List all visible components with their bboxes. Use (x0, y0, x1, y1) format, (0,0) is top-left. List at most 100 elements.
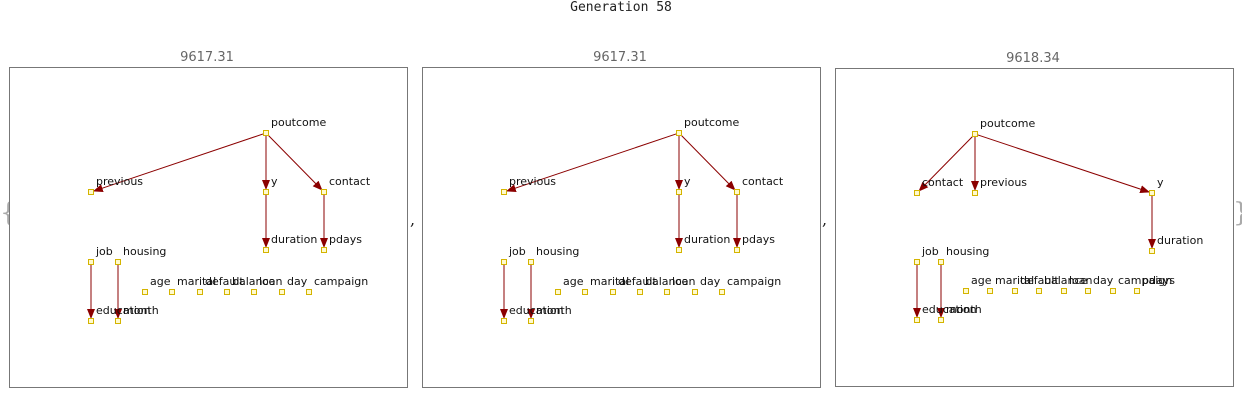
node-job (914, 259, 920, 265)
panel-3-score: 9618.34 (1006, 51, 1060, 66)
edge-poutcome-contact (918, 135, 974, 192)
node-label-previous: previous (980, 176, 1027, 189)
node-label-month: month (123, 304, 159, 317)
node-label-campaign: campaign (1118, 274, 1172, 287)
node-balance (224, 289, 230, 295)
node-label-loan: loan (259, 275, 283, 288)
node-day (1085, 288, 1091, 294)
panel-2-score: 9617.31 (593, 50, 647, 65)
node-contact (914, 190, 920, 196)
node-label-education: education (509, 304, 564, 317)
node-label-y: y (271, 175, 278, 188)
node-label-housing: housing (946, 245, 989, 258)
node-label-duration: duration (684, 233, 730, 246)
edge-poutcome-previous (505, 133, 677, 192)
node-pdays (1134, 288, 1140, 294)
node-balance (1036, 288, 1042, 294)
node-loan (1061, 288, 1067, 294)
node-duration (1149, 248, 1155, 254)
node-job (88, 259, 94, 265)
generation-title: Generation 58 (570, 0, 672, 15)
edge-poutcome-previous (92, 133, 264, 192)
edge-poutcome-contact (680, 134, 736, 191)
node-label-default: default (1020, 274, 1059, 287)
node-label-balance: balance (1044, 274, 1088, 287)
node-poutcome (263, 130, 269, 136)
panel-3-graph: poutcome contact previous y duration job housi… (913, 117, 1203, 323)
node-label-month: month (536, 304, 572, 317)
node-education (501, 318, 507, 324)
comma-separator-1: , (410, 210, 416, 229)
node-loan (251, 289, 257, 295)
node-campaign (306, 289, 312, 295)
node-y (263, 189, 269, 195)
panel-3: poutcome contact previous y duration job housi… (835, 68, 1234, 387)
node-label-day: day (1093, 274, 1114, 287)
node-marital (169, 289, 175, 295)
node-campaign (719, 289, 725, 295)
node-y (676, 189, 682, 195)
panel-1: poutcome previous y contact duration pdays job… (9, 67, 408, 388)
node-label-housing: housing (123, 245, 166, 258)
node-label-job: job (508, 245, 526, 258)
panel-2: poutcome previous y contact duration pdays job… (422, 67, 821, 388)
node-label-poutcome: poutcome (271, 116, 326, 129)
node-label-campaign: campaign (727, 275, 781, 288)
node-label-contact: contact (922, 176, 964, 189)
node-label-balance: balance (645, 275, 689, 288)
node-label-loan: loan (1069, 274, 1093, 287)
node-balance (637, 289, 643, 295)
node-label-pdays: pdays (1142, 274, 1175, 287)
node-education (88, 318, 94, 324)
node-education (914, 317, 920, 323)
node-pdays (734, 247, 740, 253)
node-age (142, 289, 148, 295)
node-label-contact: contact (329, 175, 371, 188)
node-default (1012, 288, 1018, 294)
node-label-loan: loan (672, 275, 696, 288)
node-contact (734, 189, 740, 195)
node-label-age: age (150, 275, 171, 288)
node-label-y: y (684, 175, 691, 188)
node-label-education: education (922, 303, 977, 316)
node-day (279, 289, 285, 295)
node-label-marital: marital (590, 275, 629, 288)
node-label-age: age (971, 274, 992, 287)
comma-separator-2: , (822, 210, 828, 229)
node-label-duration: duration (271, 233, 317, 246)
node-y (1149, 190, 1155, 196)
node-month (115, 318, 121, 324)
node-loan (664, 289, 670, 295)
node-label-housing: housing (536, 245, 579, 258)
node-day (692, 289, 698, 295)
node-age (963, 288, 969, 294)
node-previous (972, 190, 978, 196)
node-marital (987, 288, 993, 294)
node-label-balance: balance (232, 275, 276, 288)
node-label-poutcome: poutcome (980, 117, 1035, 130)
node-contact (321, 189, 327, 195)
node-label-contact: contact (742, 175, 784, 188)
node-label-job: job (95, 245, 113, 258)
node-housing (528, 259, 534, 265)
node-age (555, 289, 561, 295)
node-label-marital: marital (995, 274, 1034, 287)
node-label-y: y (1157, 176, 1164, 189)
node-previous (501, 189, 507, 195)
node-campaign (1110, 288, 1116, 294)
node-label-pdays: pdays (742, 233, 775, 246)
node-label-marital: marital (177, 275, 216, 288)
node-label-age: age (563, 275, 584, 288)
node-label-pdays: pdays (329, 233, 362, 246)
node-label-day: day (700, 275, 721, 288)
node-previous (88, 189, 94, 195)
node-label-default: default (618, 275, 657, 288)
node-label-job: job (921, 245, 939, 258)
node-label-day: day (287, 275, 308, 288)
node-poutcome (676, 130, 682, 136)
node-duration (676, 247, 682, 253)
edge-poutcome-contact (267, 134, 323, 191)
panel-2-graph: poutcome previous y contact duration pdays job… (500, 116, 784, 324)
node-month (938, 317, 944, 323)
node-pdays (321, 247, 327, 253)
